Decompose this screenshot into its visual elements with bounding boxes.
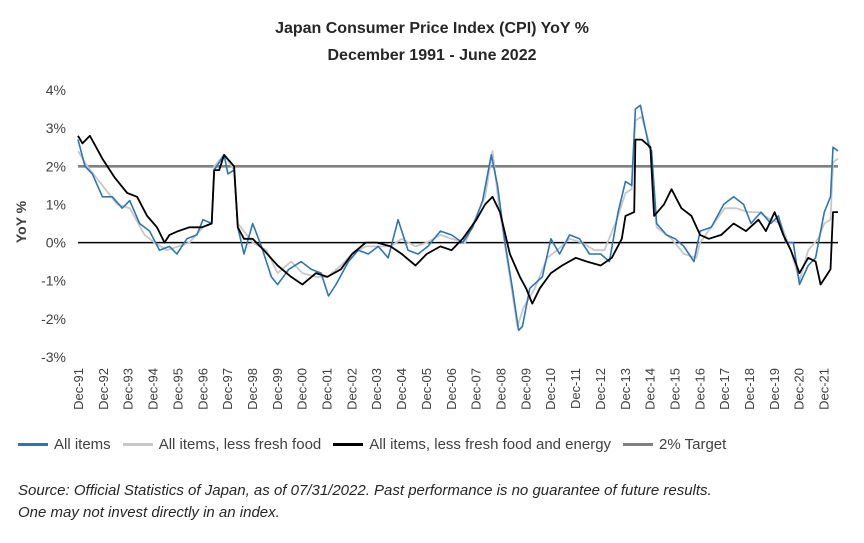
x-tick-label: Dec-94 xyxy=(146,368,161,410)
legend-item-less-food-energy: All items, less fresh food and energy xyxy=(333,436,611,453)
x-tick-label: Dec-91 xyxy=(71,368,86,410)
chart-title: Japan Consumer Price Index (CPI) YoY % xyxy=(275,20,589,37)
legend-item-less-fresh-food: All items, less fresh food xyxy=(122,436,322,453)
legend-item-all-items: All items xyxy=(18,436,111,453)
series-less-fresh-food-energy xyxy=(77,134,838,305)
x-tick-label: Dec-01 xyxy=(320,368,335,410)
legend-label-less-fresh-food: All items, less fresh food xyxy=(158,436,322,453)
x-tick-label: Dec-98 xyxy=(245,368,260,410)
series-all-items xyxy=(77,104,839,332)
y-tick-label: -2% xyxy=(41,311,66,327)
x-tick-label: Dec-08 xyxy=(493,368,508,410)
x-tick-label: Dec-95 xyxy=(170,368,185,410)
y-tick-label: -1% xyxy=(41,273,66,289)
y-tick-label: 3% xyxy=(46,120,66,136)
x-tick-label: Dec-02 xyxy=(344,368,359,410)
y-tick-label: 1% xyxy=(46,196,66,212)
y-axis-label: YoY % xyxy=(13,200,29,243)
legend-label-all-items: All items xyxy=(54,436,111,453)
x-tick-label: Dec-03 xyxy=(369,368,384,410)
x-tick-label: Dec-07 xyxy=(469,368,484,410)
x-tick-label: Dec-99 xyxy=(270,368,285,410)
x-tick-label: Dec-15 xyxy=(667,368,682,410)
x-tick-label: Dec-93 xyxy=(121,368,136,410)
x-tick-label: Dec-06 xyxy=(444,368,459,410)
legend-swatch-all-items xyxy=(18,443,48,446)
series-less-fresh-food xyxy=(77,115,839,328)
x-tick-label: Dec-14 xyxy=(643,368,658,410)
source-line-2: One may not invest directly in an index. xyxy=(18,504,280,521)
x-tick-label: Dec-96 xyxy=(195,368,210,410)
x-tick-label: Dec-04 xyxy=(394,368,409,410)
x-tick-label: Dec-21 xyxy=(817,368,832,410)
x-tick-label: Dec-10 xyxy=(543,368,558,410)
y-tick-label: 2% xyxy=(46,158,66,174)
x-tick-label: Dec-97 xyxy=(220,368,235,410)
y-tick-label: 4% xyxy=(46,82,66,98)
x-tick-label: Dec-11 xyxy=(568,368,583,409)
x-tick-label: Dec-00 xyxy=(295,368,310,410)
source-line-1: Source: Official Statistics of Japan, as… xyxy=(18,482,712,499)
x-tick-label: Dec-09 xyxy=(518,368,533,410)
legend-item-target: 2% Target xyxy=(623,436,726,453)
x-tick-label: Dec-20 xyxy=(792,368,807,410)
legend-swatch-less-food-energy xyxy=(333,443,364,446)
legend-label-target: 2% Target xyxy=(659,436,727,453)
y-tick-label: -3% xyxy=(41,349,66,365)
legend-swatch-less-fresh-food xyxy=(122,443,153,446)
x-tick-label: Dec-05 xyxy=(419,368,434,410)
x-tick-label: Dec-13 xyxy=(618,368,633,410)
x-tick-label: Dec-12 xyxy=(593,368,608,410)
source-note: Source: Official Statistics of Japan, as… xyxy=(18,480,848,524)
legend-swatch-target xyxy=(623,443,654,446)
x-tick-label: Dec-92 xyxy=(96,368,111,410)
cpi-line-chart: 4% 3% 2% 1% 0% -1% -2% -3% Dec-91 Dec-92 Dec-93 De… xyxy=(13,82,839,410)
x-tick-label: Dec-18 xyxy=(742,368,757,410)
legend: All items All items, less fresh food All… xyxy=(18,436,738,453)
chart-subtitle: December 1991 - June 2022 xyxy=(327,47,537,64)
legend-label-less-food-energy: All items, less fresh food and energy xyxy=(369,436,612,453)
x-tick-label: Dec-17 xyxy=(717,368,732,410)
y-tick-label: 0% xyxy=(46,235,66,251)
x-tick-label: Dec-19 xyxy=(767,368,782,410)
x-tick-label: Dec-16 xyxy=(692,368,707,410)
